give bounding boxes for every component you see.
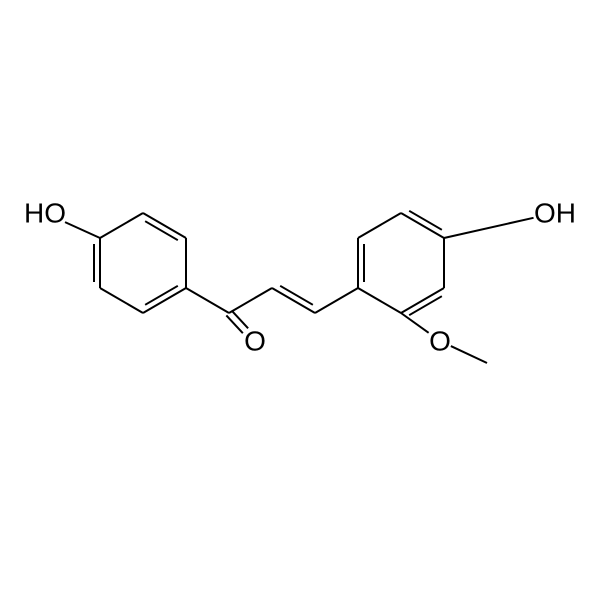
bond [272, 288, 315, 313]
bond [226, 315, 242, 333]
bond [143, 288, 186, 313]
bond [358, 288, 401, 313]
bond [358, 213, 401, 238]
atom-label-OH_left: HO [24, 197, 66, 228]
chemical-structure: HO O O OH [0, 0, 600, 600]
bond [65, 222, 100, 238]
bond [100, 288, 143, 313]
bond [451, 346, 487, 363]
bond [229, 288, 272, 313]
bond [401, 313, 429, 333]
atom-label-O_ketone: O [244, 325, 266, 356]
atom-label-OH_right: OH [534, 197, 576, 228]
bond [444, 218, 534, 238]
bond [401, 213, 444, 238]
bond [143, 213, 186, 238]
bond [186, 288, 229, 313]
bond [100, 213, 143, 238]
bond [401, 288, 444, 313]
bond [315, 288, 358, 313]
atom-label-O_methoxy: O [429, 325, 451, 356]
